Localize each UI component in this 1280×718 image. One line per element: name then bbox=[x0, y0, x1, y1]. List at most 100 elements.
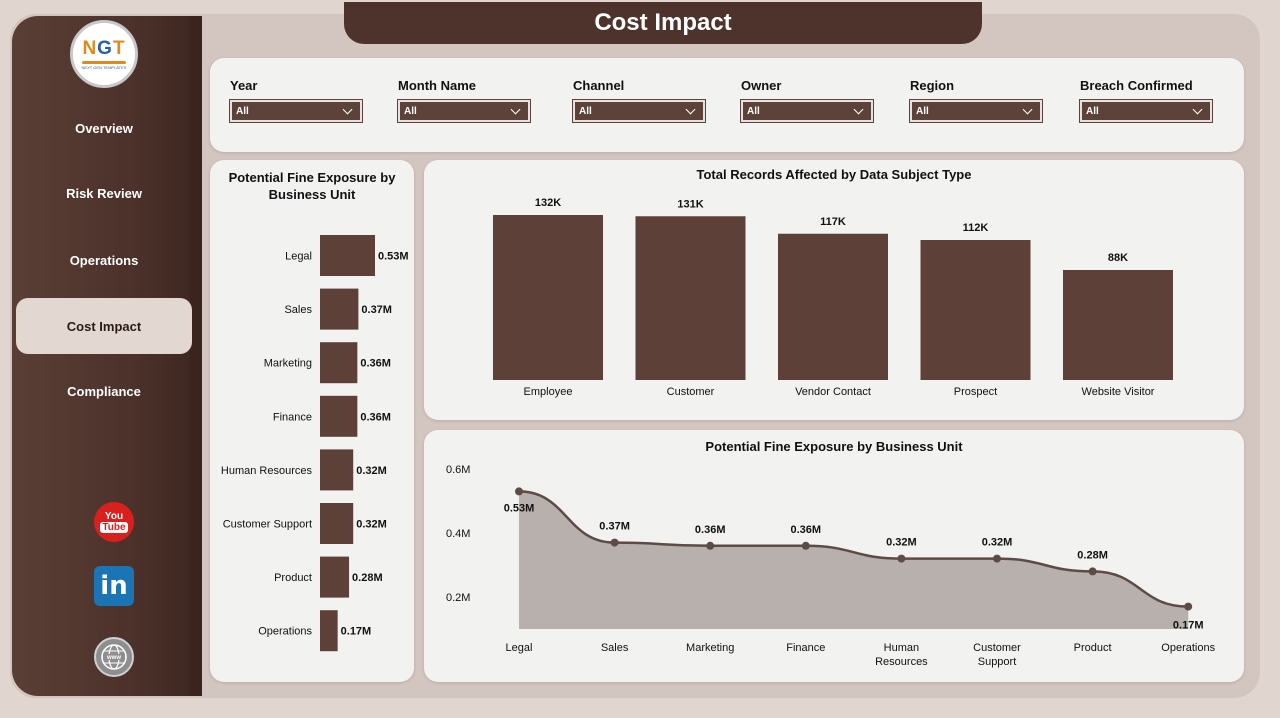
month-name-dropdown[interactable]: All bbox=[397, 99, 531, 123]
category-label: Employee bbox=[524, 386, 573, 398]
youtube-icon[interactable]: You Tube bbox=[94, 502, 134, 542]
nav-compliance[interactable]: Compliance bbox=[67, 383, 141, 399]
filter-breach-confirmed: Breach Confirmed All bbox=[1079, 78, 1213, 123]
filter-label: Month Name bbox=[398, 78, 476, 93]
bar bbox=[320, 235, 375, 276]
vbar-chart: 132K Employee 131K Customer 117K Vendor Conta… bbox=[493, 197, 1173, 398]
data-label: 0.32M bbox=[886, 537, 917, 549]
data-label: 117K bbox=[820, 216, 846, 228]
data-label: 0.37M bbox=[599, 521, 630, 533]
category-label: Sales bbox=[601, 642, 629, 654]
hbar-chart: Legal 0.53M Sales 0.37M Marketing 0.36M Financ… bbox=[221, 235, 409, 652]
category-label: Product bbox=[274, 572, 312, 584]
category-label: Customer bbox=[667, 386, 715, 398]
category-label: Marketing bbox=[264, 358, 312, 370]
dropdown-value: All bbox=[747, 105, 760, 117]
category-label: Finance bbox=[273, 411, 312, 423]
data-point bbox=[515, 487, 523, 496]
data-label: 0.32M bbox=[982, 537, 1013, 549]
y-tick-label: 0.4M bbox=[446, 528, 470, 540]
category-label-line2: Support bbox=[978, 656, 1017, 668]
year-dropdown[interactable]: All bbox=[229, 99, 363, 123]
category-label: Legal bbox=[506, 642, 533, 654]
data-label: 0.37M bbox=[361, 304, 392, 316]
area-fill bbox=[519, 491, 1189, 629]
category-label: Human Resources bbox=[221, 465, 313, 477]
nav-cost-impact[interactable]: Cost Impact bbox=[16, 298, 192, 354]
owner-dropdown[interactable]: All bbox=[740, 99, 874, 123]
data-label: 88K bbox=[1108, 252, 1128, 264]
brand-logo[interactable]: NGT NEXT GEN TEMPLATES bbox=[70, 20, 138, 88]
fine-exposure-bar-panel: Potential Fine Exposure by Business Unit… bbox=[210, 160, 414, 682]
filter-panel: Year All Month Name All Channel All Owne… bbox=[210, 58, 1244, 152]
fine-exposure-area-panel: Potential Fine Exposure by Business Unit… bbox=[424, 430, 1244, 682]
filter-label: Channel bbox=[573, 78, 625, 93]
chevron-down-icon bbox=[1192, 104, 1203, 114]
logo-tagline: NEXT GEN TEMPLATES bbox=[81, 65, 127, 70]
data-label: 0.53M bbox=[378, 251, 409, 263]
data-label: 132K bbox=[535, 197, 561, 209]
nav-operations[interactable]: Operations bbox=[69, 252, 139, 268]
y-tick-label: 0.2M bbox=[446, 592, 470, 604]
globe-icon: www bbox=[101, 644, 127, 670]
bar bbox=[493, 215, 603, 380]
bar bbox=[320, 395, 358, 437]
data-point bbox=[993, 554, 1001, 563]
breach-confirmed-dropdown[interactable]: All bbox=[1079, 99, 1213, 123]
area-chart: 0.2M 0.4M 0.6M 0.53M Legal 0.37M Sales 0.36M Mar… bbox=[446, 464, 1216, 668]
page-title: Cost Impact bbox=[594, 9, 732, 36]
category-label: Operations bbox=[258, 626, 312, 638]
filter-month-name: Month Name All bbox=[397, 78, 531, 123]
dropdown-value: All bbox=[579, 105, 592, 117]
data-label: 0.53M bbox=[504, 502, 535, 514]
data-label: 131K bbox=[677, 198, 703, 210]
bar bbox=[320, 449, 354, 491]
region-dropdown[interactable]: All bbox=[909, 99, 1043, 123]
data-label: 0.36M bbox=[695, 524, 726, 536]
channel-dropdown[interactable]: All bbox=[572, 99, 706, 123]
filter-label: Year bbox=[230, 78, 258, 93]
data-label: 0.36M bbox=[360, 411, 391, 423]
category-label: Customer bbox=[973, 642, 1021, 654]
logo-swoosh bbox=[82, 61, 126, 64]
category-label: Prospect bbox=[954, 386, 997, 398]
data-label: 112K bbox=[963, 222, 989, 234]
filter-region: Region All bbox=[909, 78, 1043, 123]
filter-label: Region bbox=[910, 78, 955, 93]
bar bbox=[635, 216, 746, 380]
filter-label: Owner bbox=[741, 78, 782, 93]
chevron-down-icon bbox=[510, 104, 521, 114]
nav-overview[interactable]: Overview bbox=[75, 120, 133, 136]
category-label-line2: Resources bbox=[875, 656, 928, 668]
category-label: Sales bbox=[284, 304, 312, 316]
linkedin-icon[interactable]: in bbox=[94, 566, 134, 606]
data-label: 0.32M bbox=[356, 519, 387, 531]
chevron-down-icon bbox=[853, 104, 864, 114]
bar bbox=[1063, 270, 1173, 380]
records-affected-panel: Total Records Affected by Data Subject T… bbox=[424, 160, 1244, 420]
logo-wordmark: NGT bbox=[82, 38, 126, 59]
filter-owner: Owner All bbox=[740, 78, 874, 123]
category-label: Marketing bbox=[686, 642, 734, 654]
category-label: Product bbox=[1074, 642, 1112, 654]
dropdown-value: All bbox=[916, 105, 929, 117]
chart-title: Potential Fine Exposure by Business Unit bbox=[228, 170, 396, 202]
sidebar-edge bbox=[190, 16, 202, 696]
data-point bbox=[610, 538, 619, 547]
data-label: 0.36M bbox=[360, 358, 391, 370]
dropdown-value: All bbox=[404, 105, 417, 117]
category-label: Customer Support bbox=[223, 519, 312, 531]
website-globe-icon[interactable]: www bbox=[94, 637, 134, 677]
filter-year: Year All bbox=[229, 78, 363, 123]
category-label: Finance bbox=[786, 642, 825, 654]
chevron-down-icon bbox=[342, 104, 353, 114]
filter-label: Breach Confirmed bbox=[1080, 78, 1193, 93]
bar bbox=[320, 610, 338, 652]
dropdown-value: All bbox=[236, 105, 249, 117]
nav-risk-review[interactable]: Risk Review bbox=[66, 185, 142, 201]
filter-channel: Channel All bbox=[572, 78, 706, 123]
data-label: 0.17M bbox=[1173, 620, 1204, 632]
svg-text:www: www bbox=[106, 655, 121, 661]
category-label: Legal bbox=[285, 251, 312, 263]
data-label: 0.32M bbox=[356, 465, 387, 477]
